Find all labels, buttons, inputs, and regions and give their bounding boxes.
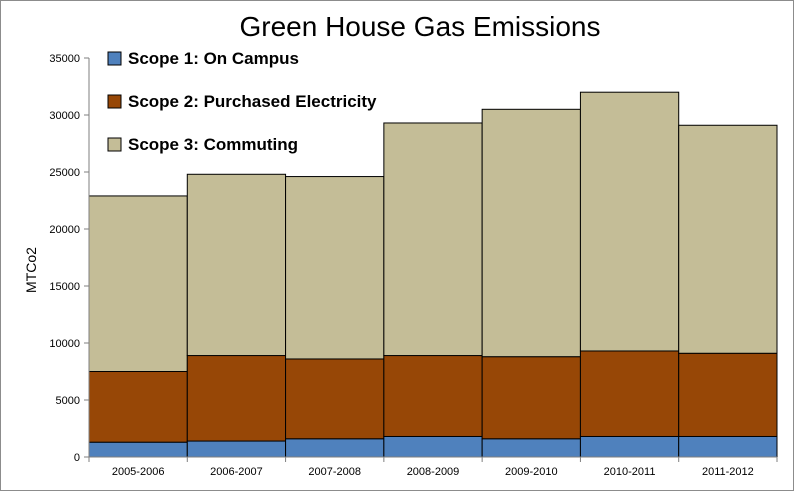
y-tick-label: 30000 <box>49 110 80 122</box>
bar-segment-1-2005-2006 <box>88 441 188 458</box>
legend-swatch-3 <box>107 137 122 152</box>
bar-segment-2-2009-2010 <box>481 356 581 440</box>
y-tick-label: 0 <box>74 452 80 464</box>
legend-swatch-2 <box>107 94 122 109</box>
bar-segment-2-2006-2007 <box>186 355 287 442</box>
bar-segment-2-2005-2006 <box>88 371 188 443</box>
x-tick-label: 2006-2007 <box>210 466 263 478</box>
legend-label-3: Scope 3: Commuting <box>128 135 298 154</box>
legend-label-1: Scope 1: On Campus <box>128 49 299 68</box>
y-tick-label: 35000 <box>49 53 80 65</box>
bar-segment-2-2010-2011 <box>579 350 680 437</box>
bar-segment-1-2006-2007 <box>186 440 287 458</box>
y-axis-label: MTCo2 <box>23 247 39 293</box>
bar-segment-1-2008-2009 <box>383 435 483 458</box>
bar-segment-1-2009-2010 <box>481 438 581 458</box>
x-tick-label: 2010-2011 <box>604 466 656 478</box>
bar-segment-3-2009-2010 <box>481 108 581 358</box>
bar-segment-1-2007-2008 <box>285 438 385 458</box>
y-tick-label: 25000 <box>49 167 80 179</box>
bar-segment-2-2007-2008 <box>285 358 385 440</box>
y-tick-label: 20000 <box>49 224 80 236</box>
bar-segment-3-2008-2009 <box>383 122 483 357</box>
bar-segment-1-2010-2011 <box>579 435 680 458</box>
y-tick-label: 15000 <box>49 281 80 293</box>
bar-segment-3-2010-2011 <box>579 91 680 352</box>
bar-segment-2-2008-2009 <box>383 355 483 437</box>
x-tick-label: 2007-2008 <box>308 466 361 478</box>
bar-segment-1-2011-2012 <box>678 435 778 458</box>
x-tick-label: 2009-2010 <box>505 466 558 478</box>
bar-segment-3-2005-2006 <box>88 195 188 372</box>
bar-segment-2-2011-2012 <box>678 352 778 437</box>
chart-title: Green House Gas Emissions <box>239 11 600 42</box>
x-tick-label: 2011-2012 <box>702 466 754 478</box>
y-tick-label: 10000 <box>49 338 80 350</box>
bar-segment-3-2006-2007 <box>186 173 287 357</box>
y-tick-label: 5000 <box>56 395 80 407</box>
legend-swatch-1 <box>107 51 122 66</box>
x-tick-label: 2005-2006 <box>112 466 165 478</box>
x-tick-label: 2008-2009 <box>407 466 460 478</box>
bar-segment-3-2007-2008 <box>285 176 385 360</box>
legend-label-2: Scope 2: Purchased Electricity <box>128 92 377 111</box>
bar-segment-3-2011-2012 <box>678 124 778 354</box>
